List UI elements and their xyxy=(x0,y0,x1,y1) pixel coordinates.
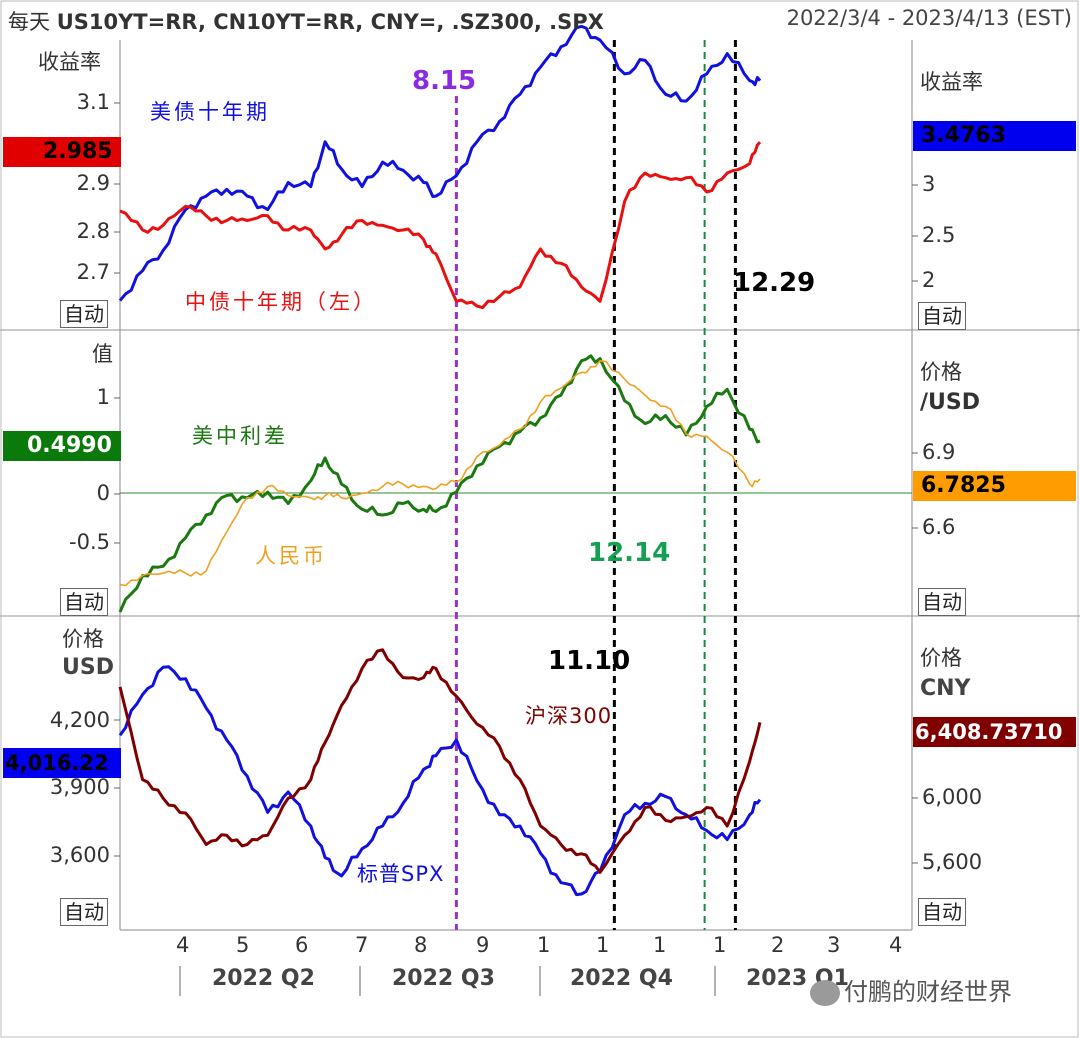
p3-right-axis-unit: CNY xyxy=(920,676,971,701)
x-tick-month: 6 xyxy=(295,933,309,957)
p2-right-tick: 6.9 xyxy=(922,440,956,464)
p2-left-tick: -0.5 xyxy=(69,530,110,554)
series-label-csi300: 沪深300 xyxy=(525,704,613,728)
p3-left-tick: 3,600 xyxy=(49,843,110,867)
chart-header-left: 每天 US10YT=RR, CN10YT=RR, CNY=, .SZ300, .… xyxy=(8,6,604,36)
x-tick-month: 1 xyxy=(537,933,551,957)
series-lines xyxy=(118,24,762,897)
p1-left-auto-button[interactable]: 自动 xyxy=(60,300,108,328)
x-tick-month: 2 xyxy=(771,933,785,957)
annotation-12-14: 12.14 xyxy=(588,538,671,568)
x-quarter-label: 2022 Q3 xyxy=(392,966,495,991)
x-tick-month: 7 xyxy=(355,933,369,957)
p3-left-auto-button[interactable]: 自动 xyxy=(60,898,108,926)
annotation-11-10: 11.10 xyxy=(548,646,631,676)
annotation-12-29: 12.29 xyxy=(733,268,816,298)
p1-left-tick: 2.9 xyxy=(76,171,110,195)
p3-left-axis-unit: USD xyxy=(62,655,114,680)
symbols-label: US10YT=RR, CN10YT=RR, CNY=, .SZ300, .SPX xyxy=(56,10,604,34)
p3-right-axis-title: 价格 xyxy=(920,646,962,670)
p1-left-tick: 2.7 xyxy=(76,260,110,284)
p1-right-tick: 2 xyxy=(922,268,936,292)
p2-left-last-value-badge: 0.4990 xyxy=(3,431,121,461)
p1-right-tick: 3 xyxy=(922,172,936,196)
x-tick-month: 1 xyxy=(653,933,667,957)
x-tick-month: 9 xyxy=(476,933,490,957)
x-tick-month: 4 xyxy=(176,933,190,957)
p3-left-tick: 3,900 xyxy=(49,775,110,799)
series-label-us10y: 美债十年期 xyxy=(150,100,270,124)
x-tick-month: 8 xyxy=(414,933,428,957)
p2-right-last-value-badge: 6.7825 xyxy=(913,471,1076,501)
p3-right-last-value-badge: 6,408.73710 xyxy=(913,717,1076,747)
x-tick-month: 3 xyxy=(827,933,841,957)
p3-left-axis-title: 价格 xyxy=(62,627,104,651)
p2-right-tick: 6.6 xyxy=(922,515,956,539)
p3-left-last-value-badge: 4,016.22 xyxy=(3,748,121,778)
p2-left-tick: 0 xyxy=(96,481,110,505)
p1-right-last-value-badge: 3.4763 xyxy=(913,121,1076,151)
p1-left-tick: 3.1 xyxy=(76,90,110,114)
event-vertical-lines xyxy=(454,40,737,930)
p1-left-axis-title: 收益率 xyxy=(38,50,101,74)
p2-left-axis-title: 值 xyxy=(92,342,113,366)
x-quarter-label: 2022 Q2 xyxy=(212,966,315,991)
series-line-1-1 xyxy=(119,359,761,587)
p3-right-tick: 5,600 xyxy=(922,850,983,874)
p3-left-tick: 4,200 xyxy=(49,708,110,732)
x-tick-month: 1 xyxy=(596,933,610,957)
p2-right-axis-title: 价格 xyxy=(920,360,962,384)
series-line-2-0 xyxy=(118,665,762,897)
frequency-label: 每天 xyxy=(8,10,50,34)
p3-right-auto-button[interactable]: 自动 xyxy=(918,898,966,926)
p1-left-tick: 2.8 xyxy=(76,219,110,243)
p2-left-tick: 1 xyxy=(96,385,110,409)
series-label-spread: 美中利差 xyxy=(192,424,288,448)
watermark: 付鹏的财经世界 xyxy=(810,972,1012,1007)
series-line-2-1 xyxy=(118,648,762,874)
watermark-text: 付鹏的财经世界 xyxy=(844,978,1012,1006)
series-line-0-0 xyxy=(118,24,762,302)
axis-tick-marks xyxy=(114,102,918,996)
series-line-0-1 xyxy=(119,141,762,310)
x-tick-month: 4 xyxy=(889,933,903,957)
series-label-spx: 标普SPX xyxy=(357,862,445,886)
p3-right-tick: 6,000 xyxy=(922,785,983,809)
series-line-1-0 xyxy=(118,354,761,613)
series-label-cny: 人民币 xyxy=(255,544,327,568)
date-range-label: 2022/3/4 - 2023/4/13 (EST) xyxy=(786,6,1072,30)
series-label-cn10y: 中债十年期（左） xyxy=(185,290,377,314)
p1-right-axis-title: 收益率 xyxy=(920,70,983,94)
p2-right-axis-unit: /USD xyxy=(920,390,981,415)
x-tick-month: 1 xyxy=(713,933,727,957)
p1-right-auto-button[interactable]: 自动 xyxy=(918,302,966,330)
wechat-icon xyxy=(810,980,840,1006)
p1-right-tick: 2.5 xyxy=(922,223,956,247)
x-quarter-label: 2022 Q4 xyxy=(570,966,673,991)
p2-left-auto-button[interactable]: 自动 xyxy=(60,588,108,616)
annotation-8-15: 8.15 xyxy=(412,66,477,96)
p2-right-auto-button[interactable]: 自动 xyxy=(918,588,966,616)
x-tick-month: 5 xyxy=(236,933,250,957)
p1-left-last-value-badge: 2.985 xyxy=(3,137,121,167)
